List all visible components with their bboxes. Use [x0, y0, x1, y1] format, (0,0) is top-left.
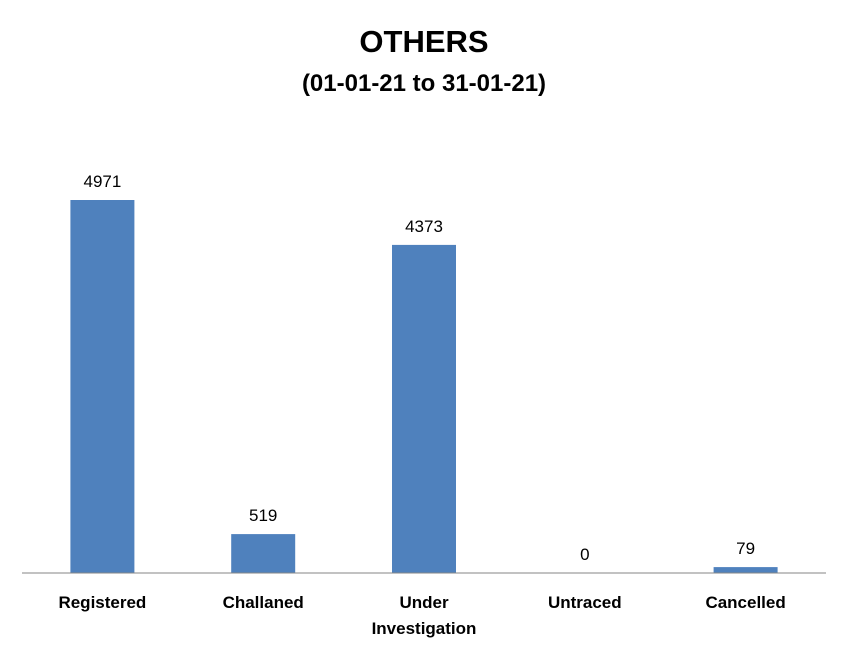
chart-subtitle: (01-01-21 to 31-01-21) — [302, 70, 546, 97]
category-label-cancelled: Cancelled — [705, 593, 785, 612]
value-label-registered: 4971 — [83, 172, 121, 191]
category-label-under-investigation-line-2: Investigation — [372, 619, 477, 638]
bar-challaned — [231, 534, 296, 573]
chart-title: OTHERS — [359, 24, 488, 59]
category-label-challaned: Challaned — [223, 593, 304, 612]
category-label-under-investigation-line-1: Under — [399, 593, 449, 612]
value-label-untraced: 0 — [580, 545, 589, 564]
value-label-challaned: 519 — [249, 506, 277, 525]
bars-group — [70, 200, 778, 573]
category-labels-group: Registered Challaned Under Investigation Unt… — [58, 593, 785, 638]
value-labels-group: 4971 519 4373 0 79 — [83, 172, 755, 564]
bar-under-investigation — [392, 244, 456, 573]
value-label-under-investigation: 4373 — [405, 217, 443, 236]
bar-registered — [70, 200, 135, 573]
category-label-untraced: Untraced — [548, 593, 622, 612]
category-label-registered: Registered — [58, 593, 146, 612]
bar-cancelled — [713, 567, 778, 573]
value-label-cancelled: 79 — [736, 539, 755, 558]
